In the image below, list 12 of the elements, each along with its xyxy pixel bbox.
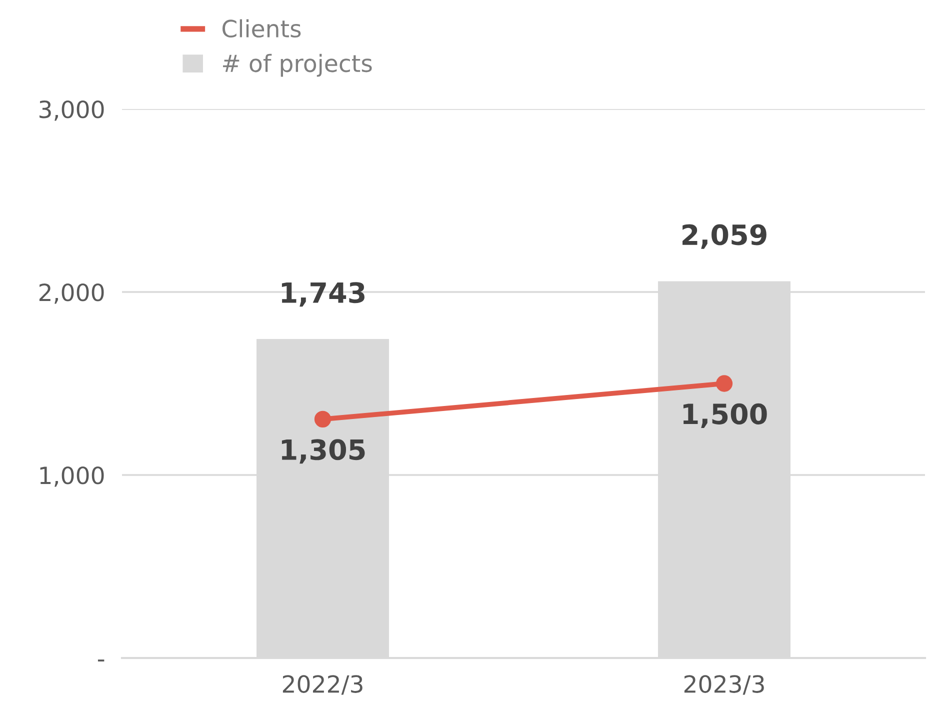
y-tick-label: - [98, 660, 104, 662]
data-label: 1,305 [282, 439, 365, 464]
y-tick-label: 1,000 [40, 466, 104, 487]
y-tick-label: 2,000 [39, 283, 104, 304]
y-tick-label: 3,000 [40, 100, 104, 121]
data-label: 2,059 [682, 224, 766, 249]
x-tick-label: 2022/3 [282, 675, 362, 695]
legend-label: # of projects [223, 54, 372, 77]
data-label: 1,743 [282, 282, 364, 307]
data-label: 1,500 [683, 403, 767, 428]
x-tick-label: 2023/3 [684, 675, 764, 695]
legend-label: Clients [222, 19, 301, 38]
